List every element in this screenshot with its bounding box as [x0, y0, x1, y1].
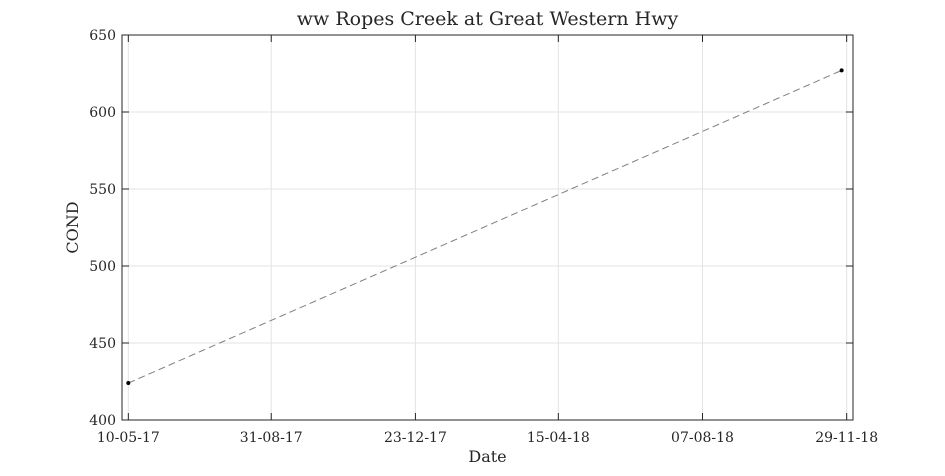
x-tick-label: 31-08-17 [240, 430, 303, 446]
x-tick-label: 10-05-17 [97, 430, 160, 446]
x-tick-label: 23-12-17 [384, 430, 447, 446]
y-tick-label: 550 [89, 182, 116, 198]
y-tick-label: 400 [89, 413, 116, 429]
x-tick-label: 29-11-18 [815, 430, 878, 446]
grid-lines [122, 34, 853, 421]
plot-frame [121, 34, 854, 421]
y-axis-label: COND [63, 201, 82, 253]
chart-title: ww Ropes Creek at Great Western Hwy [297, 8, 679, 30]
y-tick-labels: 400 450 500 550 600 650 [89, 28, 116, 429]
data-point [126, 381, 131, 386]
y-tick-label: 600 [89, 105, 116, 121]
series-layer [126, 68, 844, 386]
axis-ticks [122, 34, 853, 421]
x-tick-labels: 10-05-17 31-08-17 23-12-17 15-04-18 07-08-18… [97, 430, 878, 446]
data-point [839, 68, 844, 73]
y-tick-label: 500 [89, 259, 116, 275]
x-tick-label: 07-08-18 [671, 430, 734, 446]
y-tick-label: 650 [89, 28, 116, 44]
x-axis-label: Date [468, 447, 506, 466]
series-line [128, 69, 842, 384]
y-tick-label: 450 [89, 336, 116, 352]
x-tick-label: 15-04-18 [527, 430, 590, 446]
